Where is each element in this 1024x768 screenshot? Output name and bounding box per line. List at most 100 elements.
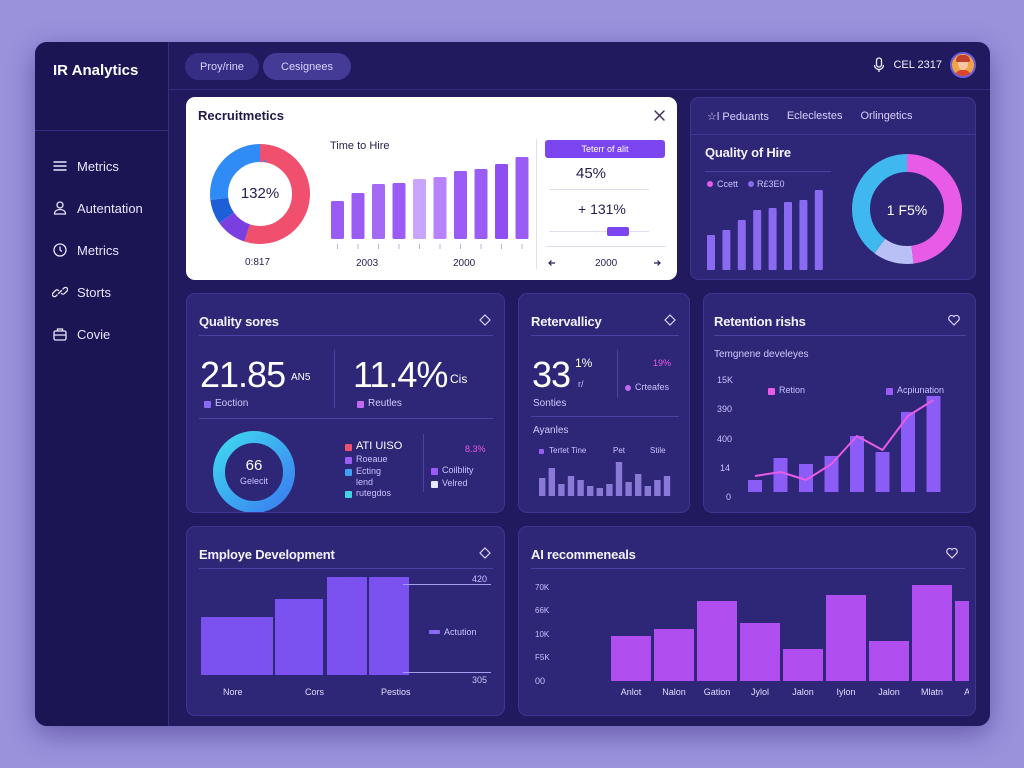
diamond-icon[interactable] [478,546,492,560]
legend-swatch [768,388,775,395]
bar [625,482,632,496]
bar [577,480,584,496]
top-bar: Proy/rine Cesignees CEL 2317 [169,42,990,90]
sidebar-item-label: Autentation [77,200,143,216]
stat-subscript: r/ [578,379,584,389]
bar [433,177,447,239]
link-icon [52,286,68,298]
legend-label: Crteafes [635,382,670,392]
slider-handle[interactable] [607,227,629,236]
sidebar-item-metrics-2[interactable]: Metrics [52,239,119,261]
diamond-icon[interactable] [478,313,492,327]
sidebar-item-autentation[interactable]: Autentation [52,197,143,219]
y-axis-label: 10K [535,630,550,639]
tab-cesignees[interactable]: Cesignees [263,53,351,80]
bar [850,436,864,492]
bar [611,636,651,681]
ring-value: 66 [245,457,263,474]
arrow-left-icon[interactable] [547,258,557,268]
bar [327,577,367,675]
filter-button[interactable]: Teterr of alit [545,140,665,158]
tab-peduants[interactable]: ☆l Peduants [707,111,769,123]
donut-value: 1 F5% [886,202,928,218]
sidebar-item-metrics[interactable]: Metrics [52,155,119,177]
bar [351,193,365,239]
bar [737,220,746,270]
arrow-right-icon[interactable] [652,258,662,268]
legend-label: Ccett [717,179,739,189]
card-title: Retention rishs [714,314,806,329]
bar [748,480,762,492]
sidebar-item-label: Storts [77,284,111,300]
tab-proyrine[interactable]: Proy/rine [185,53,259,80]
x-axis-label: Jylol [751,687,769,697]
recruitmetics-card: Recruitmetics 132% 0:817 Time to Hire 20… [186,97,677,280]
tab-label: Proy/rine [199,60,245,73]
heart-icon[interactable] [945,546,959,560]
sidebar-divider [35,130,169,131]
divider [199,418,493,419]
quality-bar-chart [707,190,823,270]
reference-label: 420 [472,574,488,584]
app-window: IR Analytics Metrics Autentation Metrics… [35,42,990,726]
avatar[interactable] [950,52,976,78]
microphone-icon[interactable] [873,57,885,73]
quality-of-hire-card: ☆l Peduants Ecleclestes Orlingetics Qual… [690,97,976,280]
donut-segment [210,144,310,244]
page-label: 2000 [595,258,618,269]
legend-swatch [357,401,364,408]
diamond-icon[interactable] [663,313,677,327]
legend-swatch [431,468,438,475]
divider [705,171,831,172]
tab-ecleclestes[interactable]: Ecleclestes [786,110,843,122]
retervallicy-card: Retervallicy 33 1% r/ Sonties 19% Crteaf… [518,293,690,513]
bar [869,641,909,681]
legend-label: Acpiunation [897,385,945,395]
x-axis-label: Nore [223,687,243,697]
clock-icon [53,243,67,257]
bar [955,601,969,681]
stat-value: + 131% [578,201,626,217]
donut-segment [852,154,962,264]
bar [768,208,777,270]
tab-orlingetics[interactable]: Orlingetics [860,110,913,122]
divider [199,568,493,569]
bar [784,202,792,270]
bar [875,452,890,492]
menu-icon [53,161,67,171]
heart-icon[interactable] [947,313,961,327]
sidebar: IR Analytics Metrics Autentation Metrics… [35,42,169,726]
legend-swatch [539,449,544,454]
stat-unit: Cis [450,372,468,386]
reference-line [403,672,491,673]
legend-swatch [204,401,211,408]
chart-title: Time to Hire [330,140,390,152]
x-axis-label: Gation [704,687,731,697]
slider-track[interactable] [549,231,649,232]
y-axis-label: 70K [535,583,550,592]
bar [773,458,788,492]
x-axis-label: Nalon [662,687,686,697]
bar [596,488,603,496]
bar [635,474,642,496]
bar [799,464,813,492]
sidebar-item-covie[interactable]: Covie [52,323,110,345]
divider [546,246,666,247]
bar [558,484,565,496]
button-label: Teterr of alit [581,144,629,154]
y-axis-label: 14 [720,463,731,473]
mini-chart-title: Ayanles [533,425,569,436]
legend-label: Tertet Tine [549,446,587,455]
stat-label: Sonties [533,398,567,409]
close-icon[interactable] [653,109,666,122]
x-axis-label: Iylon [836,687,855,697]
ring-label: Gelecit [239,476,268,486]
legend-swatch [625,385,631,391]
y-axis-label: 00 [535,676,546,686]
legend-label: Velred [442,478,468,488]
bar [926,396,941,492]
sidebar-item-storts[interactable]: Storts [52,281,111,303]
stat-label: Reutles [368,398,402,409]
sidebar-item-label: Metrics [77,242,119,258]
bar [539,478,546,496]
